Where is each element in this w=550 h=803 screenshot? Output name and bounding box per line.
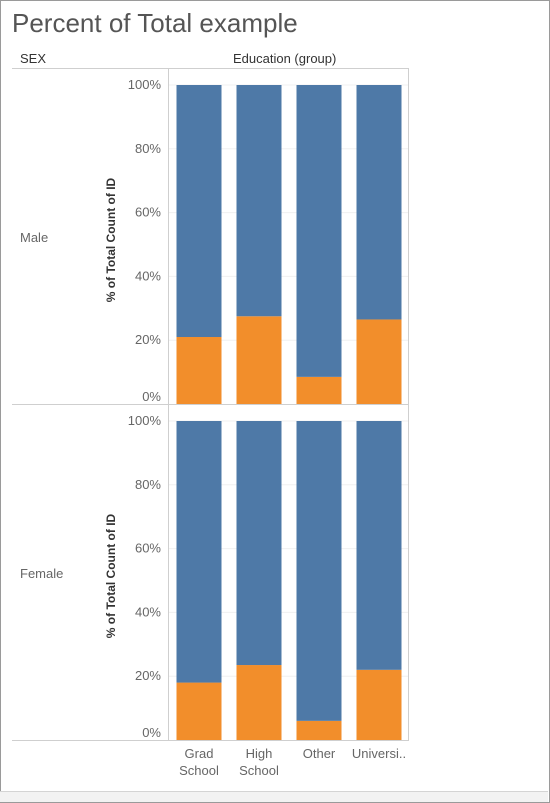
- y-tick-label: 60%: [135, 541, 161, 556]
- bar-female-blue: [237, 421, 282, 665]
- bar-female-orange: [357, 670, 402, 740]
- x-tick-label-line: School: [228, 762, 290, 779]
- x-tick-label-line: Other: [288, 745, 350, 762]
- y-tick-label: 0%: [142, 389, 161, 404]
- y-tick-label: 20%: [135, 668, 161, 683]
- y-tick-label: 60%: [135, 205, 161, 220]
- x-tick-label-line: Universi..: [348, 745, 410, 762]
- x-tick-label: High School: [228, 745, 290, 779]
- bar-female-orange: [297, 721, 342, 740]
- y-tick-label: 80%: [135, 141, 161, 156]
- y-tick-label: 100%: [128, 77, 162, 92]
- bar-female-blue: [357, 421, 402, 670]
- bar-male-blue: [297, 85, 342, 377]
- bar-female-blue: [297, 421, 342, 721]
- y-tick-label: 20%: [135, 332, 161, 347]
- y-tick-label: 40%: [135, 268, 161, 283]
- bar-male-orange: [177, 337, 222, 404]
- y-tick-label: 80%: [135, 477, 161, 492]
- bar-male-blue: [237, 85, 282, 316]
- y-tick-label: 100%: [128, 413, 162, 428]
- x-tick-label-line: High: [228, 745, 290, 762]
- x-tick-label-line: School: [168, 762, 230, 779]
- bar-female-orange: [237, 665, 282, 740]
- x-tick-label: Other: [288, 745, 350, 762]
- bar-male-blue: [177, 85, 222, 337]
- x-tick-label-line: Grad: [168, 745, 230, 762]
- x-tick-label: Universi..: [348, 745, 410, 762]
- y-tick-label: 40%: [135, 604, 161, 619]
- bar-female-blue: [177, 421, 222, 683]
- y-tick-label: 0%: [142, 725, 161, 740]
- bar-male-orange: [237, 316, 282, 404]
- bar-male-orange: [297, 377, 342, 404]
- bar-female-orange: [177, 683, 222, 740]
- bar-male-orange: [357, 319, 402, 404]
- bar-male-blue: [357, 85, 402, 319]
- x-tick-label: Grad School: [168, 745, 230, 779]
